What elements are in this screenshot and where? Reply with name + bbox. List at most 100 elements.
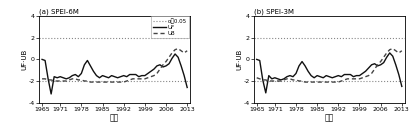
UF xyxy=(291,76,296,77)
UF xyxy=(58,76,62,77)
UF xyxy=(173,53,178,55)
UB xyxy=(142,78,147,80)
UF xyxy=(82,64,87,66)
UF xyxy=(106,77,111,79)
UB xyxy=(82,80,87,82)
UF xyxy=(73,74,78,75)
UB xyxy=(396,52,401,54)
UF xyxy=(393,64,398,66)
UB xyxy=(321,81,326,83)
UF xyxy=(94,75,99,76)
UB xyxy=(269,80,274,82)
UB xyxy=(133,78,138,80)
UF xyxy=(152,68,157,70)
UB xyxy=(399,50,404,52)
UF xyxy=(372,63,377,65)
UF xyxy=(103,76,108,77)
UB xyxy=(76,79,81,81)
UF xyxy=(127,74,132,75)
UB xyxy=(109,81,114,83)
UF xyxy=(170,58,175,59)
UB xyxy=(354,78,359,80)
UB xyxy=(46,79,51,81)
UF xyxy=(43,60,48,61)
UB xyxy=(58,80,62,82)
UF xyxy=(369,64,374,66)
UF xyxy=(39,59,44,60)
UB xyxy=(300,80,305,82)
UB xyxy=(124,80,129,82)
UB xyxy=(260,79,265,81)
UB xyxy=(306,81,311,83)
UF xyxy=(70,75,75,76)
Line: UF: UF xyxy=(257,53,402,93)
UB xyxy=(39,78,44,80)
UB xyxy=(278,80,283,82)
UF xyxy=(136,76,141,77)
Y-axis label: UF·UB: UF·UB xyxy=(21,49,27,70)
UF xyxy=(302,65,307,67)
UF xyxy=(378,64,383,66)
Line: UB: UB xyxy=(257,49,402,82)
UF xyxy=(363,70,368,72)
UF xyxy=(275,78,280,80)
UB xyxy=(64,80,69,82)
UF xyxy=(166,63,171,65)
UF xyxy=(387,52,392,54)
UF xyxy=(46,78,51,80)
Y-axis label: UF·UB: UF·UB xyxy=(236,49,242,70)
UB xyxy=(175,48,180,49)
UF xyxy=(330,77,335,79)
UB xyxy=(257,78,262,80)
UF xyxy=(139,75,144,76)
UB xyxy=(381,56,386,58)
UB xyxy=(287,78,292,80)
UB xyxy=(375,64,380,66)
UB xyxy=(390,48,395,49)
Line: UB: UB xyxy=(42,49,187,82)
UB xyxy=(166,56,171,58)
UF xyxy=(315,75,320,76)
UB xyxy=(254,77,259,79)
X-axis label: 年份: 年份 xyxy=(110,113,119,122)
UF xyxy=(324,75,329,76)
UF xyxy=(321,77,326,79)
UB xyxy=(52,80,57,82)
UB xyxy=(272,80,277,82)
UB xyxy=(148,76,153,77)
UB xyxy=(357,78,362,80)
UB xyxy=(91,81,96,83)
UB xyxy=(336,81,341,83)
UF xyxy=(161,66,166,68)
UB xyxy=(363,76,368,77)
UB xyxy=(103,81,108,83)
UF xyxy=(76,76,81,77)
UF xyxy=(175,56,180,58)
UB xyxy=(115,81,120,83)
UF xyxy=(272,77,277,79)
Line: UF: UF xyxy=(42,54,187,94)
UB xyxy=(94,81,99,83)
UF xyxy=(381,62,386,63)
UF xyxy=(360,73,365,74)
UB xyxy=(345,78,350,80)
UF xyxy=(399,86,404,87)
UF xyxy=(100,75,105,76)
UB xyxy=(121,81,126,83)
UB xyxy=(366,75,371,76)
UF xyxy=(182,75,187,76)
UB xyxy=(164,61,169,62)
UF xyxy=(164,65,169,67)
UF xyxy=(118,76,123,77)
Text: (a) SPEI-6M: (a) SPEI-6M xyxy=(39,8,79,15)
UF xyxy=(148,70,153,72)
UB xyxy=(48,79,53,81)
UB xyxy=(43,78,48,80)
UF xyxy=(67,77,72,79)
UF xyxy=(133,74,138,75)
UB xyxy=(73,78,78,80)
UF xyxy=(179,65,184,67)
UF xyxy=(327,76,332,77)
UB xyxy=(112,81,117,83)
UF xyxy=(263,92,268,94)
